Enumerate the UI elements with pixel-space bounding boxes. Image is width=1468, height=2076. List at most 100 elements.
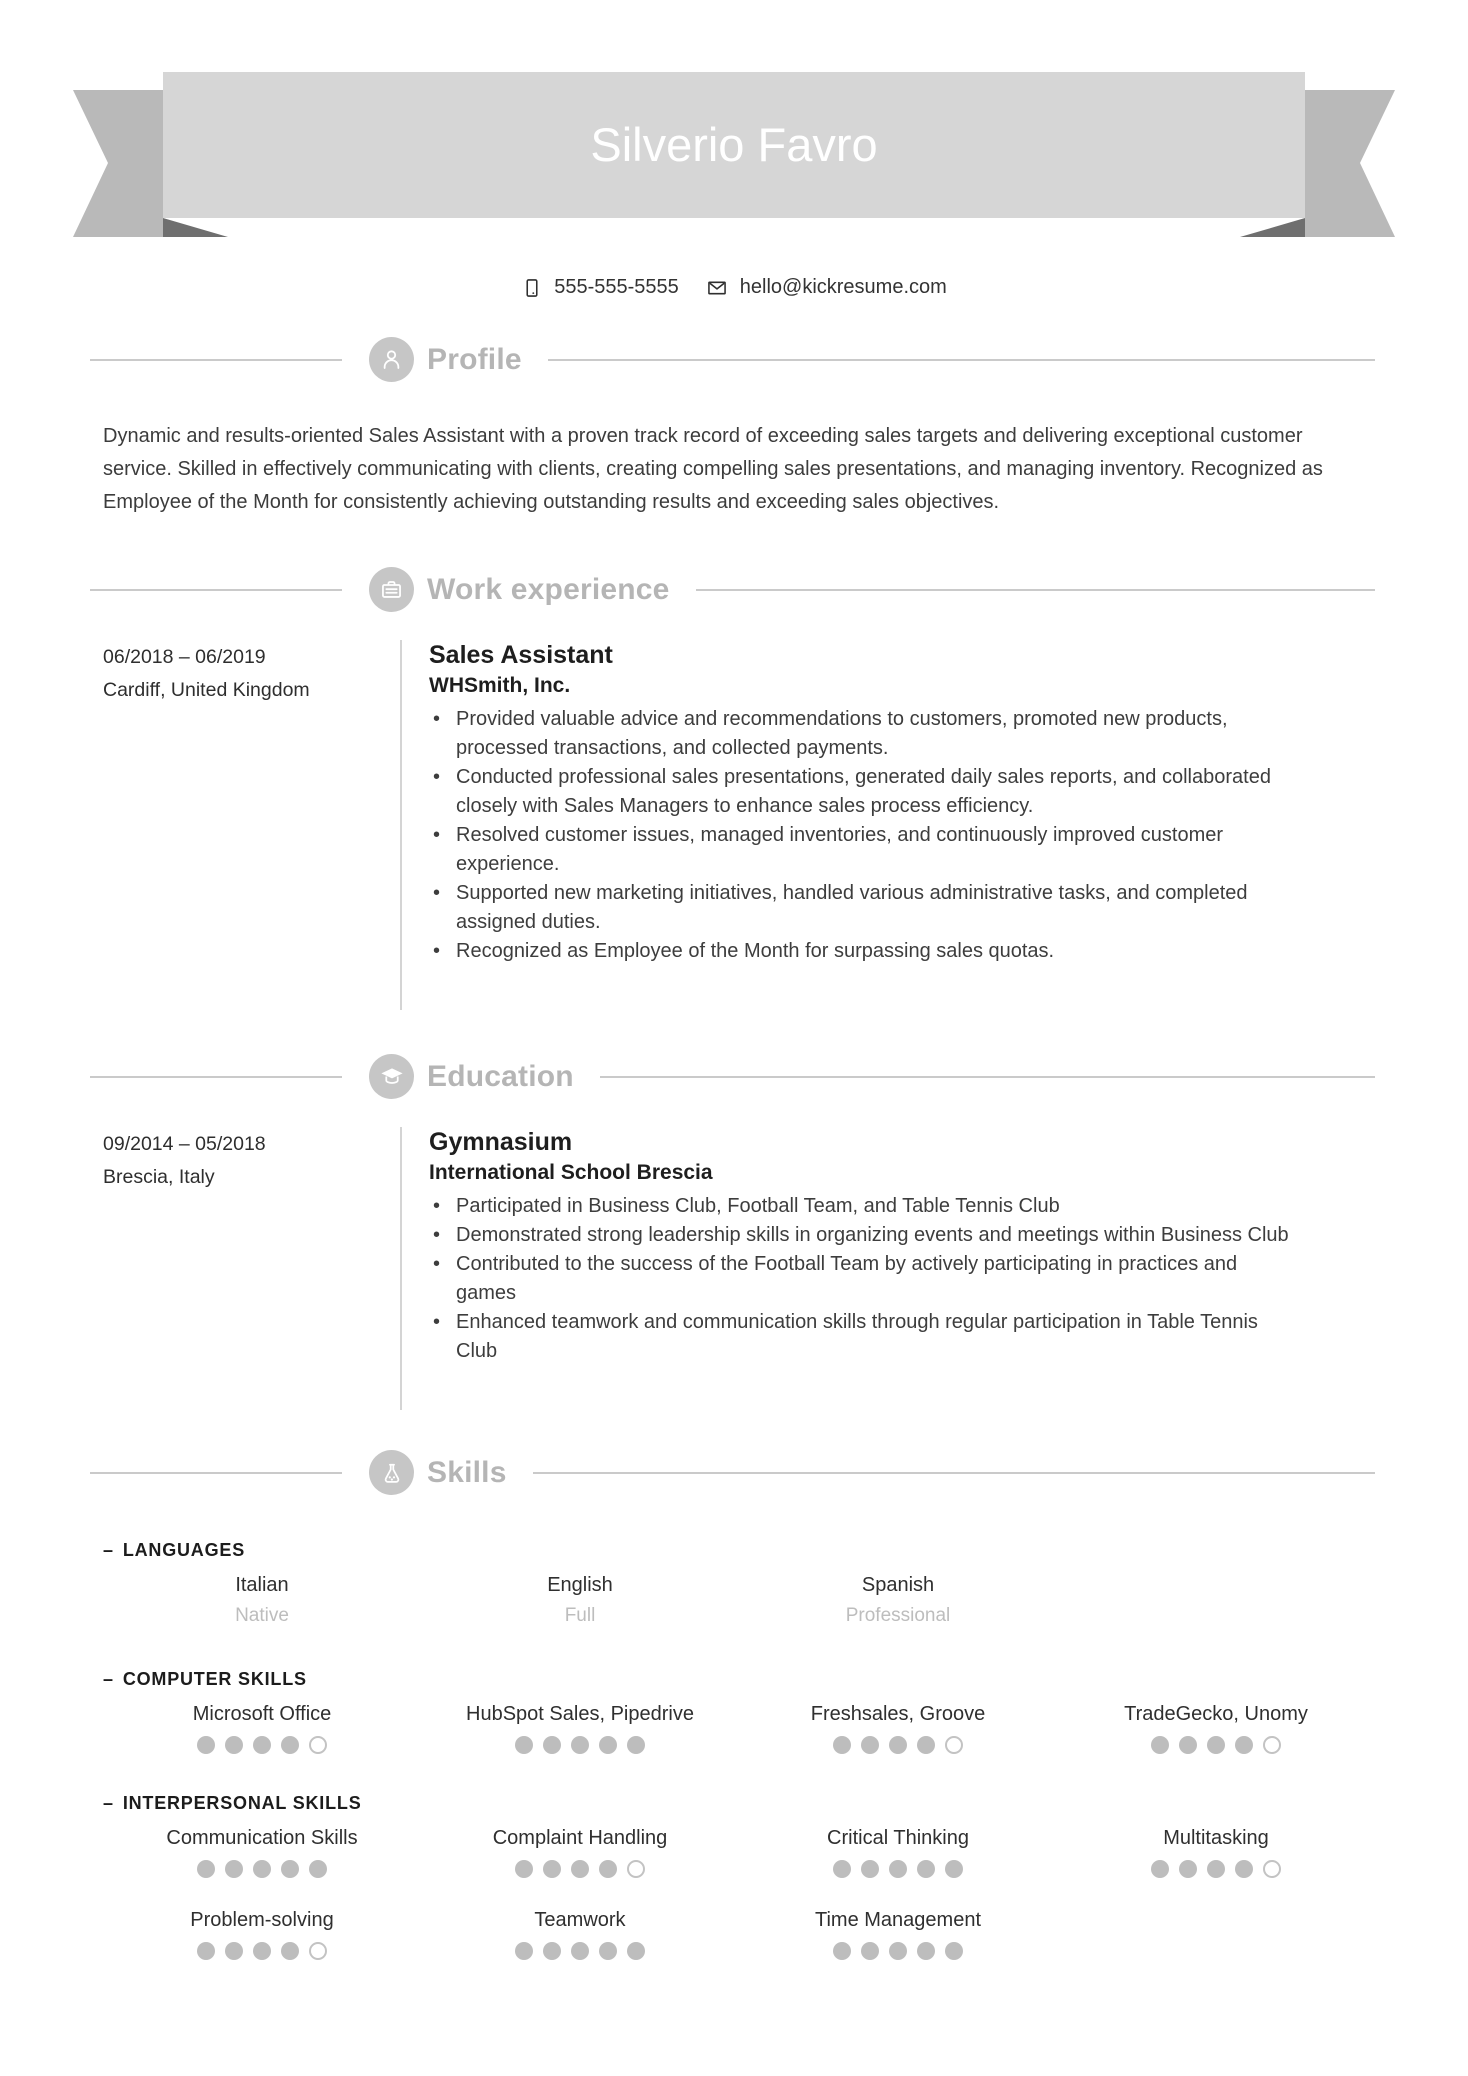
divider-line (547, 358, 1375, 361)
bullet-item: Enhanced teamwork and communication skil… (429, 1308, 1295, 1366)
person-icon (383, 350, 400, 369)
rating-dot-filled (543, 1736, 561, 1754)
dash-prefix: – (103, 1669, 114, 1689)
rating-dot-filled (281, 1860, 299, 1878)
contact-email: hello@kickresume.com (705, 276, 947, 299)
ribbon-tail-left (73, 90, 163, 237)
company-name: WHSmith, Inc. (429, 674, 571, 697)
entry-dates: 06/2018 – 06/2019 (103, 646, 266, 668)
rating-dot-filled (225, 1860, 243, 1878)
section-header-skills: Skills (90, 1450, 1375, 1495)
skill-name: HubSpot Sales, Pipedrive (466, 1703, 694, 1725)
rating-dot-filled (281, 1942, 299, 1960)
skill-item: HubSpot Sales, Pipedrive (421, 1702, 739, 1754)
rating-dot-filled (515, 1942, 533, 1960)
job-title: Sales Assistant (429, 641, 613, 669)
skill-item: Teamwork (421, 1908, 739, 1960)
rating-dot-filled (309, 1860, 327, 1878)
skill-rating-dots (103, 1860, 421, 1878)
rating-dot-filled (1151, 1736, 1169, 1754)
rating-dot-filled (515, 1736, 533, 1754)
phone-number: 555-555-5555 (554, 276, 679, 298)
rating-dot-filled (197, 1860, 215, 1878)
skill-rating-dots (739, 1860, 1057, 1878)
rating-dot-filled (1151, 1860, 1169, 1878)
rating-dot-filled (281, 1736, 299, 1754)
rating-dot-filled (917, 1942, 935, 1960)
skill-name: Communication Skills (166, 1827, 358, 1849)
education-bullet-list: Participated in Business Club, Football … (429, 1192, 1295, 1366)
skill-item: Multitasking (1057, 1826, 1375, 1878)
rating-dot-filled (225, 1736, 243, 1754)
rating-dot-filled (1207, 1860, 1225, 1878)
divider-line (532, 1471, 1375, 1474)
rating-dot-filled (515, 1860, 533, 1878)
skill-name: TradeGecko, Unomy (1124, 1703, 1308, 1725)
entry-body: Sales Assistant WHSmith, Inc. Provided v… (400, 640, 1375, 1010)
section-header-work-experience: Work experience (90, 567, 1375, 612)
skill-item: Italian Native (103, 1573, 421, 1628)
rating-dot-filled (861, 1942, 879, 1960)
rating-dot-filled (945, 1860, 963, 1878)
briefcase-icon (382, 581, 401, 598)
dash-prefix: – (103, 1793, 114, 1813)
rating-dot-filled (599, 1736, 617, 1754)
bullet-item: Resolved customer issues, managed invent… (429, 821, 1295, 879)
rating-dot-filled (945, 1942, 963, 1960)
skill-rating-dots (421, 1860, 739, 1878)
skill-item: Spanish Professional (739, 1573, 1057, 1628)
rating-dot-filled (197, 1942, 215, 1960)
bullet-item: Conducted professional sales presentatio… (429, 763, 1295, 821)
envelope-icon (707, 281, 726, 294)
job-bullet-list: Provided valuable advice and recommendat… (429, 705, 1295, 966)
skill-rating-dots (739, 1736, 1057, 1754)
rating-dot-filled (1207, 1736, 1225, 1754)
skill-item: Freshsales, Groove (739, 1702, 1057, 1754)
entry-body: Gymnasium International School Brescia P… (400, 1127, 1375, 1410)
divider-line (90, 1471, 342, 1474)
degree-title: Gymnasium (429, 1128, 573, 1156)
entry-location: Cardiff, United Kingdom (103, 679, 310, 701)
rating-dot-empty (309, 1942, 327, 1960)
rating-dot-filled (833, 1860, 851, 1878)
ribbon-band (163, 72, 1305, 218)
skill-item: Microsoft Office (103, 1702, 421, 1754)
flask-icon (384, 1463, 399, 1483)
skill-item: English Full (421, 1573, 739, 1628)
skill-name: Problem-solving (190, 1909, 334, 1931)
group-label: LANGUAGES (122, 1540, 246, 1560)
rating-dot-filled (889, 1736, 907, 1754)
education-entry: 09/2014 – 05/2018 Brescia, Italy Gymnasi… (103, 1127, 1375, 1410)
school-name: International School Brescia (429, 1161, 713, 1184)
name-ribbon-banner: Silverio Favro (73, 72, 1395, 237)
education-icon-circle (369, 1054, 414, 1099)
skill-name: Multitasking (1163, 1827, 1269, 1849)
rating-dot-filled (543, 1860, 561, 1878)
skill-group-label-interpersonal-skills: – INTERPERSONAL SKILLS (103, 1792, 1375, 1814)
email-address: hello@kickresume.com (739, 276, 947, 298)
section-title: Skills (427, 1455, 507, 1489)
skill-name: Italian (235, 1574, 289, 1596)
computer-skills-grid: Microsoft Office HubSpot Sales, Pipedrive… (103, 1702, 1375, 1754)
skill-rating-dots (103, 1942, 421, 1960)
section-title: Profile (427, 342, 522, 376)
skill-item: Problem-solving (103, 1908, 421, 1960)
skill-name: Spanish (861, 1574, 935, 1596)
work-icon-circle (369, 567, 414, 612)
contact-row: 555-555-5555 hello@kickresume.com (0, 0, 1468, 299)
rating-dot-empty (309, 1736, 327, 1754)
rating-dot-filled (225, 1942, 243, 1960)
bullet-item: Supported new marketing initiatives, han… (429, 879, 1295, 937)
rating-dot-filled (599, 1942, 617, 1960)
rating-dot-filled (1235, 1860, 1253, 1878)
rating-dot-filled (571, 1942, 589, 1960)
skill-rating-dots (103, 1736, 421, 1754)
skill-rating-dots (421, 1736, 739, 1754)
ribbon-tail-right (1305, 90, 1395, 237)
skill-rating-dots (421, 1942, 739, 1960)
skill-name: Teamwork (534, 1909, 626, 1931)
skill-group-label-languages: – LANGUAGES (103, 1539, 1375, 1561)
rating-dot-empty (945, 1736, 963, 1754)
rating-dot-filled (571, 1860, 589, 1878)
